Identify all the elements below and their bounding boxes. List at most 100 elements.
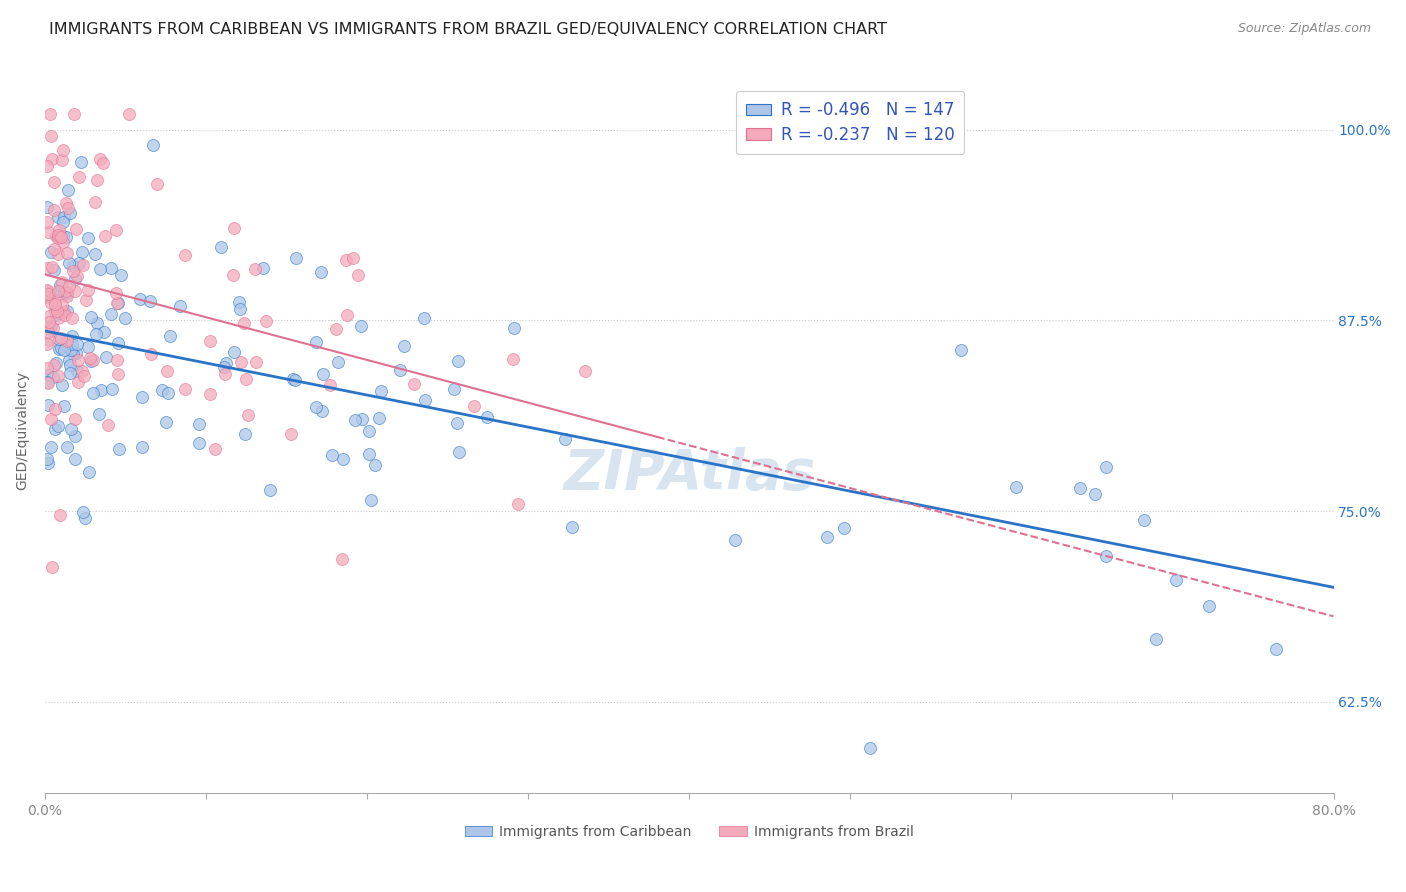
- Point: [55, 284, 77, 298]
- Point: [49, 228, 72, 243]
- Point: [58, 183, 80, 197]
- Point: [56, 440, 79, 454]
- Point: [45, 228, 67, 243]
- Point: [52, 215, 75, 229]
- Point: [174, 382, 197, 396]
- Point: [67, 376, 90, 390]
- Point: [174, 248, 197, 262]
- Point: [44, 293, 66, 308]
- Point: [46, 418, 69, 433]
- Point: [65, 222, 87, 236]
- Point: [60, 421, 83, 435]
- Point: [105, 295, 128, 310]
- Point: [212, 360, 235, 375]
- Point: [37, 368, 59, 382]
- Point: [370, 384, 392, 398]
- Text: Source: ZipAtlas.com: Source: ZipAtlas.com: [1237, 22, 1371, 36]
- Point: [1084, 487, 1107, 501]
- Point: [67, 256, 90, 270]
- Point: [42, 321, 65, 335]
- Point: [335, 253, 357, 268]
- Point: [139, 294, 162, 309]
- Point: [97, 418, 120, 433]
- Point: [35, 376, 58, 390]
- Point: [63, 428, 86, 442]
- Point: [35, 337, 58, 351]
- Point: [44, 297, 66, 311]
- Point: [37, 225, 59, 239]
- Point: [159, 329, 181, 343]
- Point: [1166, 574, 1188, 588]
- Point: [46, 247, 69, 261]
- Point: [51, 153, 73, 168]
- Point: [145, 177, 167, 191]
- Point: [66, 336, 89, 351]
- Point: [228, 295, 250, 310]
- Point: [37, 289, 59, 303]
- Point: [502, 352, 524, 367]
- Point: [305, 400, 328, 414]
- Point: [859, 740, 882, 755]
- Point: [243, 262, 266, 277]
- Point: [53, 308, 76, 322]
- Point: [100, 261, 122, 276]
- Point: [44, 263, 66, 277]
- Point: [75, 510, 97, 524]
- Point: [349, 319, 371, 334]
- Point: [49, 508, 72, 523]
- Point: [231, 355, 253, 369]
- Point: [89, 262, 111, 277]
- Point: [56, 289, 79, 303]
- Point: [1095, 549, 1118, 564]
- Point: [89, 407, 111, 421]
- Point: [56, 201, 79, 215]
- Point: [38, 315, 60, 329]
- Point: [44, 356, 66, 370]
- Point: [52, 210, 75, 224]
- Point: [52, 305, 75, 319]
- Point: [1198, 599, 1220, 613]
- Point: [41, 153, 63, 167]
- Point: [56, 246, 79, 260]
- Point: [46, 210, 69, 224]
- Point: [48, 332, 70, 346]
- Point: [105, 222, 128, 236]
- Point: [554, 432, 576, 446]
- Point: [413, 393, 436, 408]
- Point: [259, 483, 281, 497]
- Point: [37, 376, 59, 391]
- Point: [222, 268, 245, 282]
- Point: [107, 335, 129, 350]
- Point: [311, 367, 333, 381]
- Point: [235, 372, 257, 386]
- Point: [44, 304, 66, 318]
- Point: [60, 337, 83, 351]
- Point: [58, 256, 80, 270]
- Point: [37, 290, 59, 304]
- Point: [38, 289, 60, 303]
- Point: [506, 498, 529, 512]
- Point: [51, 378, 73, 392]
- Point: [311, 404, 333, 418]
- Point: [39, 107, 62, 121]
- Point: [49, 341, 72, 355]
- Point: [58, 278, 80, 293]
- Point: [46, 284, 69, 298]
- Point: [35, 321, 58, 335]
- Point: [46, 369, 69, 384]
- Point: [63, 285, 86, 299]
- Point: [56, 334, 79, 348]
- Text: IMMIGRANTS FROM CARIBBEAN VS IMMIGRANTS FROM BRAZIL GED/EQUIVALENCY CORRELATION : IMMIGRANTS FROM CARIBBEAN VS IMMIGRANTS …: [49, 22, 887, 37]
- Point: [347, 268, 370, 282]
- Point: [35, 159, 58, 173]
- Point: [59, 343, 82, 358]
- Point: [80, 310, 103, 325]
- Point: [198, 334, 221, 348]
- Point: [65, 346, 87, 360]
- Point: [1144, 632, 1167, 646]
- Point: [105, 285, 128, 300]
- Point: [328, 355, 350, 369]
- Point: [336, 308, 359, 322]
- Point: [332, 451, 354, 466]
- Point: [79, 465, 101, 479]
